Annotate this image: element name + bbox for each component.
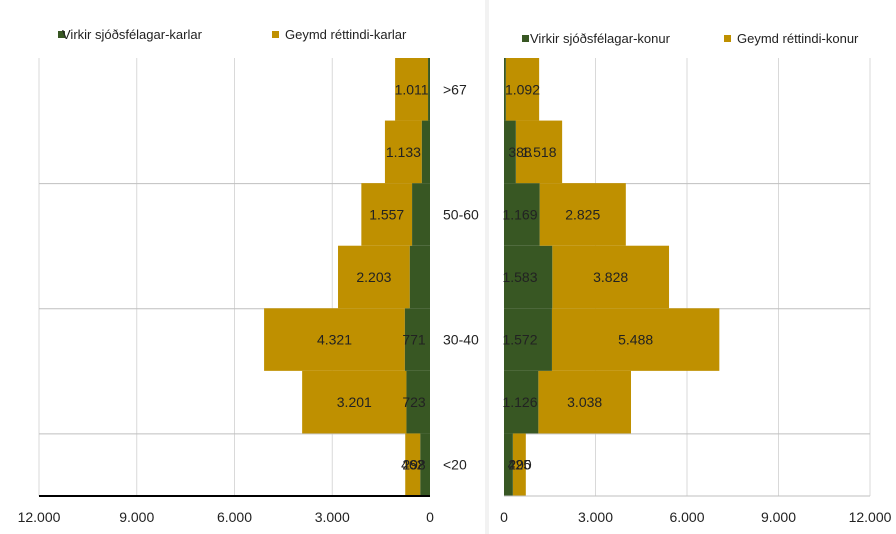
men-bar-deferred-0 bbox=[405, 433, 421, 496]
women-tick-label-1: 3.000 bbox=[578, 509, 613, 525]
men-bar-deferred-3 bbox=[338, 245, 410, 309]
men-bar-active-4 bbox=[412, 183, 430, 246]
women-label-deferred-4: 2.825 bbox=[565, 206, 600, 222]
category-label-2: 30-40 bbox=[443, 332, 479, 348]
women-bar-active-0 bbox=[504, 433, 513, 496]
men-bar-deferred-6 bbox=[395, 58, 429, 121]
men-bar-active-6 bbox=[428, 58, 430, 121]
category-label-6: >67 bbox=[443, 81, 467, 97]
women-label-active-4: 1.169 bbox=[502, 206, 537, 222]
men-tick-label-2: 6.000 bbox=[217, 509, 252, 525]
women-tick-label-3: 9.000 bbox=[761, 509, 796, 525]
women-label-deferred-5: 1.518 bbox=[521, 144, 556, 160]
women-label-active-0: 290 bbox=[508, 457, 532, 473]
men-legend-label-0: Virkir sjóðsfélagar-karlar bbox=[62, 27, 203, 42]
men-bar-active-1 bbox=[406, 370, 430, 434]
women-label-deferred-0: 425 bbox=[508, 457, 532, 473]
men-bar-active-0 bbox=[420, 433, 430, 496]
women-label-deferred-1: 3.038 bbox=[567, 394, 602, 410]
women-bar-deferred-6 bbox=[505, 58, 540, 121]
men-bar-active-5 bbox=[421, 120, 430, 184]
men-bar-active-2 bbox=[404, 308, 430, 371]
men-bar-deferred-4 bbox=[361, 183, 413, 246]
men-label-deferred-0: 462 bbox=[401, 457, 425, 473]
women-bar-deferred-3 bbox=[552, 245, 670, 309]
men-bar-active-3 bbox=[409, 245, 430, 309]
women-bar-deferred-0 bbox=[512, 433, 526, 496]
men-label-deferred-6: 1.011 bbox=[395, 81, 429, 97]
women-label-deferred-6: 1.092 bbox=[505, 81, 540, 97]
men-label-active-2: 771 bbox=[402, 332, 426, 348]
men-label-deferred-1: 3.201 bbox=[337, 394, 372, 410]
men-label-deferred-2: 4.321 bbox=[317, 332, 352, 348]
men-bar-deferred-2 bbox=[264, 308, 405, 371]
category-label-0: <20 bbox=[443, 457, 467, 473]
women-label-active-3: 1.583 bbox=[502, 269, 537, 285]
women-bar-active-4 bbox=[504, 183, 540, 246]
women-bar-deferred-2 bbox=[551, 308, 720, 371]
men-label-active-1: 723 bbox=[402, 394, 426, 410]
women-label-deferred-3: 3.828 bbox=[593, 269, 628, 285]
men-bar-deferred-5 bbox=[384, 120, 422, 184]
men-legend-label-1: Geymd réttindi-karlar bbox=[285, 27, 407, 42]
women-label-active-1: 1.126 bbox=[502, 394, 537, 410]
men-tick-label-4: 12.000 bbox=[18, 509, 61, 525]
women-legend-swatch-0 bbox=[522, 35, 529, 42]
women-tick-label-0: 0 bbox=[500, 509, 508, 525]
women-bar-active-1 bbox=[504, 370, 539, 434]
women-bar-deferred-5 bbox=[515, 120, 563, 184]
women-legend-label-1: Geymd réttindi-konur bbox=[737, 31, 859, 46]
women-bar-active-2 bbox=[504, 308, 552, 371]
men-legend-swatch-0 bbox=[58, 31, 65, 38]
panel-divider bbox=[485, 0, 489, 534]
men-tick-label-0: 0 bbox=[426, 509, 434, 525]
men-tick-label-3: 9.000 bbox=[119, 509, 154, 525]
women-bar-deferred-4 bbox=[539, 183, 626, 246]
women-label-active-5: 388 bbox=[508, 144, 532, 160]
women-bar-deferred-1 bbox=[538, 370, 632, 434]
women-bar-active-3 bbox=[504, 245, 553, 309]
women-bar-active-6 bbox=[504, 58, 506, 121]
men-label-deferred-5: 1.133 bbox=[386, 144, 421, 160]
men-tick-label-1: 3.000 bbox=[315, 509, 350, 525]
women-label-deferred-2: 5.488 bbox=[618, 332, 653, 348]
women-legend-label-0: Virkir sjóðsfélagar-konur bbox=[530, 31, 671, 46]
women-legend-swatch-1 bbox=[724, 35, 731, 42]
women-label-active-2: 1.572 bbox=[502, 332, 537, 348]
women-bar-active-5 bbox=[504, 120, 516, 184]
category-label-4: 50-60 bbox=[443, 206, 479, 222]
men-legend-swatch-1 bbox=[272, 31, 279, 38]
men-bar-deferred-1 bbox=[302, 370, 407, 434]
men-label-deferred-4: 1.557 bbox=[369, 206, 404, 222]
men-label-active-0: 298 bbox=[402, 457, 426, 473]
men-label-deferred-3: 2.203 bbox=[356, 269, 391, 285]
women-tick-label-4: 12.000 bbox=[849, 509, 892, 525]
women-tick-label-2: 6.000 bbox=[669, 509, 704, 525]
